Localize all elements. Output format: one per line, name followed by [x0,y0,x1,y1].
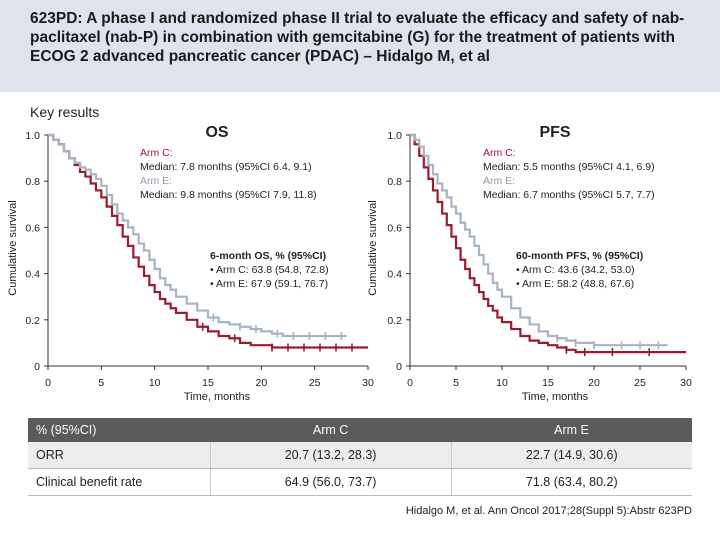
pfs-chart-title: PFS [539,124,570,141]
os-x-tick-label: 0 [45,377,51,389]
table-header-arm-c: Arm C [210,418,452,442]
citation: Hidalgo M, et al. Ann Oncol 2017;28(Supp… [405,505,692,517]
pfs-inset-arm-e: • Arm E: 58.2 (48.8, 67.6) [516,278,634,290]
table-cell-arm-e: 71.8 (63.4, 80.2) [450,468,692,496]
os-arm-c-median: Median: 7.8 months (95%CI 6.4, 9.1) [140,161,312,173]
section-title: Key results [30,104,100,120]
pfs-arm-e-curve [410,133,668,347]
os-xlabel: Time, months [184,391,251,403]
table-header-row: % (95%CI) Arm C Arm E [28,418,692,442]
pfs-arm-c-curve [410,133,686,354]
os-y-tick-label: 0.4 [25,269,40,281]
os-ylabel: Cumulative survival [7,200,19,295]
table-row: ORR 20.7 (13.2, 28.3) 22.7 (14.9, 30.6) [28,442,692,469]
table-cell-metric: Clinical benefit rate [28,468,211,496]
table-header-metric: % (95%CI) [28,418,211,442]
pfs-y-tick-label: 0.4 [387,269,402,281]
pfs-x-tick-label: 10 [496,377,508,389]
os-inset-arm-e: • Arm E: 67.9 (59.1, 76.7) [210,278,328,290]
os-x-tick-label: 5 [98,377,104,389]
pfs-x-tick-label: 30 [680,377,692,389]
os-chart-title: OS [205,124,228,141]
os-inset-title: 6-month OS, % (95%CI) [210,250,326,262]
pfs-xlabel: Time, months [522,391,589,403]
os-arm-c-curve [48,133,368,349]
os-x-tick-label: 25 [309,377,321,389]
os-x-tick-label: 10 [149,377,161,389]
os-y-tick-label: 1.0 [25,130,40,142]
pfs-x-tick-label: 5 [453,377,459,389]
pfs-y-tick-label: 1.0 [387,130,402,142]
os-arm-e-label: Arm E: [140,175,172,187]
table-cell-arm-c: 64.9 (56.0, 73.7) [209,468,452,496]
os-arm-c-label: Arm C: [140,147,173,159]
os-y-tick-label: 0 [34,361,40,373]
pfs-inset-arm-c: • Arm C: 43.6 (34.2, 53.0) [516,264,635,276]
os-y-tick-label: 0.8 [25,176,40,188]
results-table: % (95%CI) Arm C Arm E ORR 20.7 (13.2, 28… [28,418,692,496]
pfs-arm-e-label: Arm E: [483,175,515,187]
slide-title: 623PD: A phase I and randomized phase II… [30,10,685,65]
pfs-x-tick-label: 20 [588,377,600,389]
pfs-y-tick-label: 0.8 [387,176,402,188]
table-cell-arm-c: 20.7 (13.2, 28.3) [209,442,452,469]
pfs-arm-e-median: Median: 6.7 months (95%CI 5.7, 7.7) [483,189,655,201]
pfs-arm-c-label: Arm C: [483,147,516,159]
os-y-tick-label: 0.6 [25,222,40,234]
os-arm-e-curve [48,133,347,338]
pfs-y-tick-label: 0 [396,361,402,373]
table-cell-metric: ORR [28,442,211,469]
os-arm-e-median: Median: 9.8 months (95%CI 7.9, 11.8) [140,189,317,201]
pfs-x-tick-label: 0 [407,377,413,389]
table-header-arm-e: Arm E [451,418,692,442]
pfs-x-tick-label: 25 [634,377,646,389]
pfs-y-tick-label: 0.2 [387,315,402,327]
os-x-tick-label: 30 [362,377,374,389]
header-banner: 623PD: A phase I and randomized phase II… [0,0,720,92]
os-x-tick-label: 15 [202,377,214,389]
os-inset-arm-c: • Arm C: 63.8 (54.8, 72.8) [210,264,329,276]
table-row: Clinical benefit rate 64.9 (56.0, 73.7) … [28,468,692,496]
table-cell-arm-e: 22.7 (14.9, 30.6) [450,442,692,469]
os-x-tick-label: 20 [255,377,267,389]
pfs-arm-c-median: Median: 5.5 months (95%CI 4.1, 6.9) [483,161,655,173]
pfs-ylabel: Cumulative survival [367,200,379,295]
pfs-inset-title: 60-month PFS, % (95%CI) [516,250,643,262]
km-charts: OS Cumulative survival Time, months Arm … [7,124,692,403]
os-y-tick-label: 0.2 [25,315,40,327]
pfs-y-tick-label: 0.6 [387,222,402,234]
pfs-x-tick-label: 15 [542,377,554,389]
